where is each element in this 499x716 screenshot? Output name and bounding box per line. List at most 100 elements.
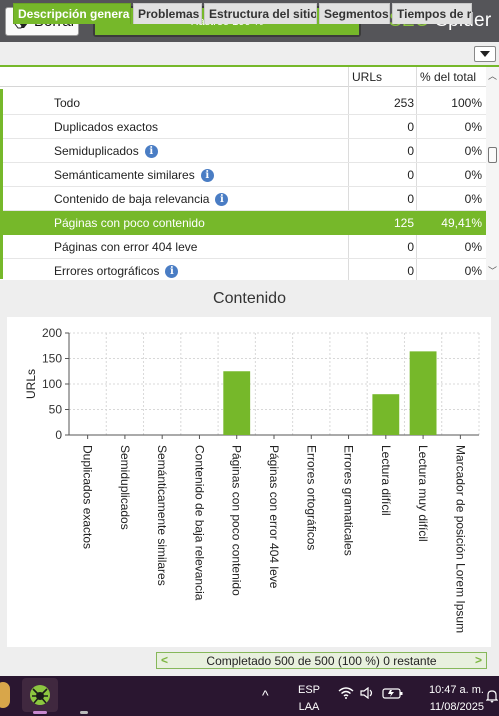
row-label-text: Todo xyxy=(54,96,81,110)
y-tick-label: 100 xyxy=(42,377,62,391)
x-tick-label: Lectura difícil xyxy=(379,445,393,516)
column-header-percent[interactable]: % del total xyxy=(420,70,477,84)
table-row[interactable]: Semiduplicados i 0 0% xyxy=(0,139,486,163)
lang-layout: LAA xyxy=(298,701,320,713)
x-tick-label: Páginas con poco contenido xyxy=(230,445,244,596)
system-tray[interactable] xyxy=(338,687,404,699)
row-percent: 0% xyxy=(464,264,482,278)
table-row[interactable]: Contenido de baja relevancia i 0 0% xyxy=(0,187,486,211)
tab-tiempos-de-respuesta[interactable]: Tiempos de re xyxy=(392,3,472,24)
row-percent: 0% xyxy=(464,120,482,134)
x-tick-label: Contenido de baja relevancia xyxy=(192,445,206,601)
taskbar-app-icon[interactable] xyxy=(0,682,10,708)
row-accent-bar xyxy=(0,89,3,279)
tab-bar xyxy=(0,42,499,66)
row-label-text: Páginas con error 404 leve xyxy=(54,240,198,254)
row-label: Semánticamente similares i xyxy=(54,168,214,182)
x-tick-label: Lectura muy difícil xyxy=(416,445,430,542)
row-urls: 0 xyxy=(407,240,414,254)
table-scrollbar[interactable]: ︿ ﹀ xyxy=(486,67,499,280)
tab-descripcion-general[interactable]: Descripción general xyxy=(13,3,131,24)
battery-icon[interactable] xyxy=(382,687,404,699)
scrollbar-thumb[interactable] xyxy=(488,147,497,163)
volume-icon[interactable] xyxy=(360,687,376,699)
x-tick-label: Duplicados exactos xyxy=(81,445,95,549)
row-urls: 0 xyxy=(407,144,414,158)
column-divider xyxy=(348,67,349,280)
row-label-text: Contenido de baja relevancia xyxy=(54,192,210,206)
tab-underline xyxy=(0,65,499,67)
scroll-up-icon[interactable]: ︿ xyxy=(488,71,498,81)
taskbar xyxy=(0,676,499,716)
row-urls: 0 xyxy=(407,192,414,206)
row-urls: 253 xyxy=(393,96,414,110)
x-tick-label: Marcador de posición Lorem Ipsum xyxy=(453,445,467,633)
y-tick-label: 150 xyxy=(42,352,62,366)
y-tick-label: 0 xyxy=(55,428,62,442)
row-urls: 0 xyxy=(407,264,414,278)
info-icon[interactable]: i xyxy=(200,168,214,182)
x-tick-label: Páginas con error 404 leve xyxy=(267,445,281,589)
x-tick-label: Errores gramaticales xyxy=(342,445,356,556)
row-label-text: Errores ortográficos xyxy=(54,264,160,278)
bar xyxy=(409,351,437,435)
x-tick-label: Semiduplicados xyxy=(118,445,132,530)
y-tick-label: 200 xyxy=(42,326,62,340)
active-app-indicator xyxy=(33,711,47,714)
row-urls: 125 xyxy=(393,216,414,230)
show-hidden-icons-chevron-icon[interactable]: ^ xyxy=(262,687,269,703)
row-label-text: Duplicados exactos xyxy=(54,120,159,134)
info-icon[interactable]: i xyxy=(215,192,229,206)
row-urls: 0 xyxy=(407,168,414,182)
app-indicator xyxy=(80,711,88,714)
info-icon[interactable]: i xyxy=(144,144,158,158)
row-label: Todo xyxy=(54,96,80,110)
row-label: Duplicados exactos xyxy=(54,120,158,134)
row-label-text: Páginas con poco contenido xyxy=(54,216,205,230)
notification-bell-icon[interactable] xyxy=(486,689,498,703)
scroll-down-icon[interactable]: ﹀ xyxy=(488,266,498,276)
bar xyxy=(223,371,251,435)
status-left-arrow-icon[interactable]: < xyxy=(161,653,169,667)
table-row[interactable]: Semánticamente similares i 0 0% xyxy=(0,163,486,187)
tabs-dropdown-button[interactable] xyxy=(474,46,496,62)
row-urls: 0 xyxy=(407,120,414,134)
row-percent: 0% xyxy=(464,168,482,182)
column-header-urls[interactable]: URLs xyxy=(352,70,383,84)
row-label-text: Semiduplicados xyxy=(54,144,139,158)
row-label-text: Semánticamente similares xyxy=(54,168,195,182)
input-language[interactable]: ESP LAA xyxy=(297,682,321,716)
status-text: Completado 500 de 500 (100 %) 0 restante xyxy=(206,653,437,668)
spider-icon xyxy=(30,685,50,705)
row-label: Páginas con poco contenido xyxy=(54,216,205,230)
status-bar: < Completado 500 de 500 (100 %) 0 restan… xyxy=(156,652,487,669)
table-row[interactable]: Duplicados exactos 0 0% xyxy=(0,115,486,139)
chart-title: Contenido xyxy=(213,290,286,307)
system-clock[interactable]: 10:47 a. m. 11/08/2025 xyxy=(418,682,484,716)
table-row[interactable]: Errores ortográficos i 0 0% xyxy=(0,259,486,280)
bar xyxy=(372,394,400,435)
table-row[interactable]: Todo 253 100% xyxy=(0,91,486,115)
bar-chart: 0 50 100 150 200 URLs Duplicados exactos Semidu… xyxy=(24,326,480,633)
info-icon[interactable]: i xyxy=(165,264,179,278)
wifi-icon[interactable] xyxy=(338,687,354,699)
status-right-arrow-icon[interactable]: > xyxy=(474,653,482,667)
tab-problemas[interactable]: Problemas xyxy=(133,3,202,24)
tab-segmentos[interactable]: Segmentos xyxy=(319,3,390,24)
overview-table: URLs % del total Todo 253 100% Duplicados e… xyxy=(0,67,486,280)
row-label: Errores ortográficos i xyxy=(54,264,179,278)
row-label: Semiduplicados i xyxy=(54,144,158,158)
table-row[interactable]: Páginas con poco contenido 125 49,41% xyxy=(0,211,486,235)
row-percent: 0% xyxy=(464,192,482,206)
table-row[interactable]: Páginas con error 404 leve 0 0% xyxy=(0,235,486,259)
tab-estructura-del-sitio[interactable]: Estructura del sitio xyxy=(204,3,317,24)
row-percent: 0% xyxy=(464,240,482,254)
x-tick-label: Semánticamente similares xyxy=(155,445,169,586)
clock-date: 11/08/2025 xyxy=(429,701,484,713)
seo-spider-taskbar-icon[interactable] xyxy=(22,678,58,712)
row-percent: 100% xyxy=(451,96,482,110)
column-divider xyxy=(416,67,417,280)
row-percent: 0% xyxy=(464,144,482,158)
row-percent: 49,41% xyxy=(441,216,482,230)
x-tick-label: Errores ortográficos xyxy=(304,445,318,550)
